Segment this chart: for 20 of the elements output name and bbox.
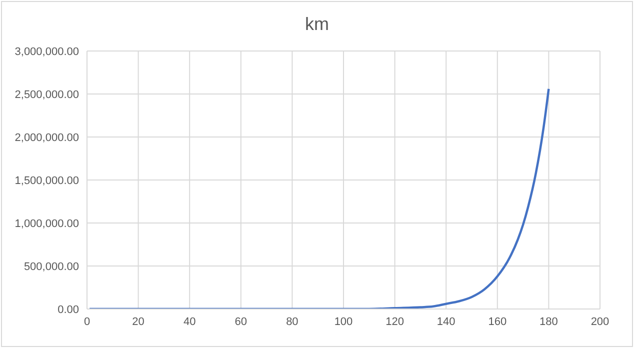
y-tick-label: 1,000,000.00 (14, 218, 79, 230)
x-tick-label: 120 (386, 316, 404, 328)
x-tick-label: 0 (84, 316, 90, 328)
x-tick-label: 140 (436, 316, 456, 328)
chart-title: km (304, 14, 330, 35)
x-tick-label: 160 (488, 316, 507, 328)
y-tick-label: 2,000,000.00 (14, 132, 79, 144)
y-tick-label: 0.00 (58, 304, 79, 316)
x-tick-label: 40 (183, 316, 196, 328)
y-tick-label: 2,500,000.00 (14, 88, 79, 101)
x-tick-label: 60 (234, 316, 248, 328)
y-tick-label: 1,500,000.00 (14, 174, 79, 187)
line-series (88, 88, 550, 309)
x-tick-label: 20 (132, 316, 144, 328)
x-tick-label: 100 (334, 316, 353, 328)
y-tick-label: 3,000,000.00 (14, 46, 79, 58)
x-tick-label: 80 (286, 316, 298, 328)
x-tick-label: 200 (590, 316, 610, 328)
y-tick-label: 500,000.00 (24, 260, 79, 273)
x-tick-label: 180 (540, 316, 558, 328)
